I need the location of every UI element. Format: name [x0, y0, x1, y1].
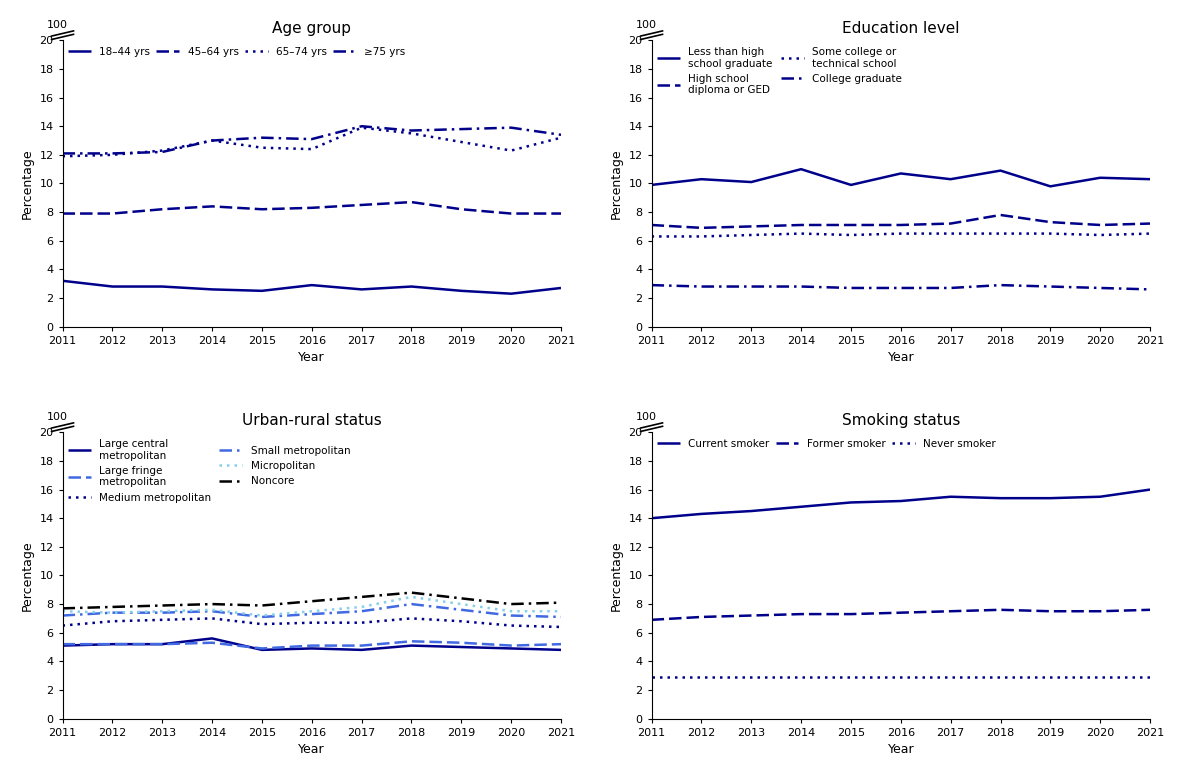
Y-axis label: Percentage: Percentage: [610, 148, 623, 219]
Text: 100: 100: [47, 20, 68, 30]
Legend: 18–44 yrs, 45–64 yrs, 65–74 yrs, ≥75 yrs: 18–44 yrs, 45–64 yrs, 65–74 yrs, ≥75 yrs: [68, 47, 405, 57]
Text: 100: 100: [47, 413, 68, 423]
X-axis label: Year: Year: [888, 351, 914, 364]
Title: Education level: Education level: [843, 22, 960, 37]
Y-axis label: Percentage: Percentage: [21, 540, 34, 611]
X-axis label: Year: Year: [299, 351, 325, 364]
Legend: Large central
metropolitan, Large fringe
metropolitan, Medium metropolitan, Smal: Large central metropolitan, Large fringe…: [68, 439, 351, 503]
Title: Age group: Age group: [273, 22, 351, 37]
Title: Smoking status: Smoking status: [841, 413, 960, 428]
X-axis label: Year: Year: [888, 743, 914, 756]
Text: 100: 100: [636, 20, 658, 30]
X-axis label: Year: Year: [299, 743, 325, 756]
Y-axis label: Percentage: Percentage: [21, 148, 34, 219]
Title: Urban-rural status: Urban-rural status: [242, 413, 382, 428]
Text: 100: 100: [636, 413, 658, 423]
Legend: Less than high
school graduate, High school
diploma or GED, Some college or
tech: Less than high school graduate, High sch…: [656, 47, 902, 96]
Legend: Current smoker, Former smoker, Never smoker: Current smoker, Former smoker, Never smo…: [656, 439, 995, 449]
Y-axis label: Percentage: Percentage: [610, 540, 623, 611]
